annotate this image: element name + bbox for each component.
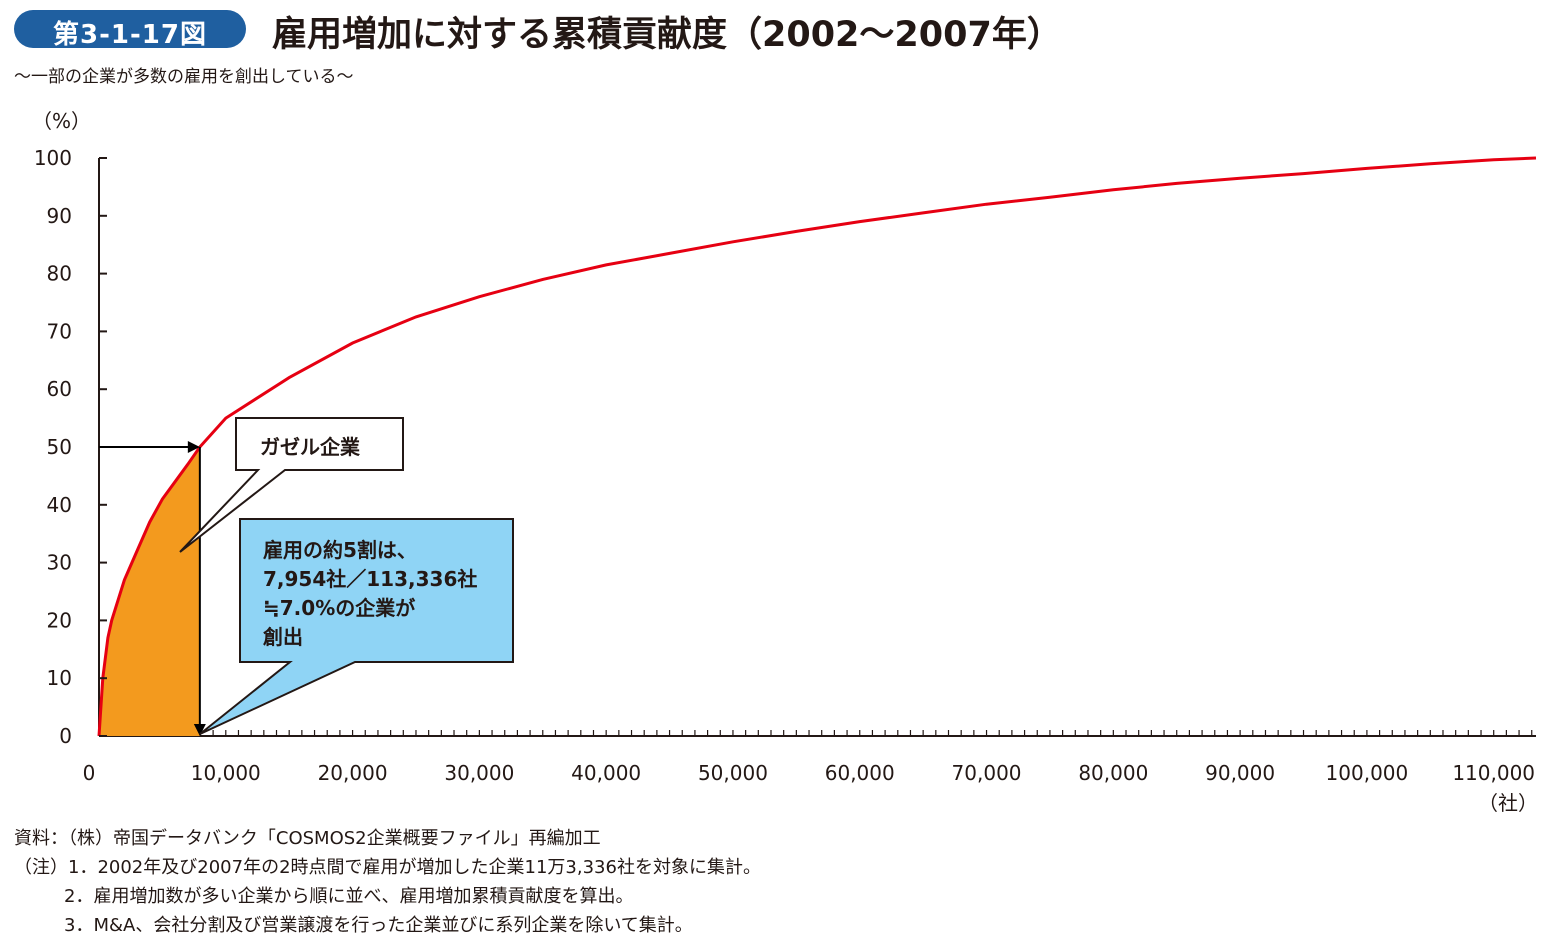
x-axis-unit: （社）	[1478, 791, 1538, 815]
note-3: 3．M&A、会社分割及び営業譲渡を行った企業並びに系列企業を除いて集計。	[64, 915, 693, 936]
employment-note-line: 7,954社／113,336社	[263, 567, 477, 591]
figure-notes: 資料：（株）帝国データバンク「COSMOS2企業概要ファイル」再編加工 （注）1…	[14, 824, 761, 940]
x-tick-label: 100,000	[1326, 761, 1409, 785]
figure-subtitle: ～一部の企業が多数の雇用を創出している～	[14, 67, 354, 87]
fifty-percent-arrow-head	[187, 441, 200, 453]
gazelle-label-callout	[179, 417, 404, 553]
gazelle-area	[99, 447, 200, 736]
employment-note-callout	[199, 518, 514, 735]
note-1: （注）1．2002年及び2007年の2時点間で雇用が増加した企業11万3,336…	[14, 857, 761, 878]
x-tick-label: 30,000	[444, 761, 514, 785]
gazelle-label: ガゼル企業	[260, 435, 361, 459]
figure-number: 第3-1-17図	[53, 20, 207, 50]
x-tick-label: 10,000	[191, 761, 261, 785]
cumulative-contribution-line	[97, 156, 1537, 737]
employment-note-line: 雇用の約5割は、	[263, 538, 417, 562]
figure-title: 雇用増加に対する累積貢献度（2002～2007年）	[272, 15, 1062, 55]
x-tick-label: 40,000	[571, 761, 641, 785]
y-tick-label: 40	[47, 493, 72, 517]
figure-badge: 第3-1-17図	[14, 10, 246, 50]
company-count-arrow-head	[193, 724, 206, 736]
x-tick-label: 110,000	[1452, 761, 1535, 785]
y-tick-label: 70	[47, 319, 72, 343]
x-tick-label: 80,000	[1078, 761, 1148, 785]
y-tick-label: 20	[47, 608, 72, 632]
x-tick-label: 90,000	[1205, 761, 1275, 785]
y-tick-label: 0	[59, 724, 72, 748]
cumulative-contribution-chart: 0 10 20 30 40 50 60 70 80 90 100 0 10,000 20,000 30,0…	[32, 109, 1538, 815]
note-2: 2．雇用増加数が多い企業から順に並べ、雇用増加累積貢献度を算出。	[64, 886, 634, 907]
x-tick-label: 0	[83, 761, 96, 785]
x-tick-label: 70,000	[952, 761, 1022, 785]
x-axis-ticks: 0 10,000 20,000 30,000 40,000 50,000 60,000 70,…	[83, 761, 1535, 785]
y-tick-label: 10	[47, 666, 72, 690]
y-tick-label: 50	[47, 435, 72, 459]
y-axis-ticks: 0 10 20 30 40 50 60 70 80 90 100	[34, 146, 107, 748]
y-tick-label: 30	[47, 551, 72, 575]
y-axis-unit: （%）	[32, 109, 91, 133]
employment-note-line: 創出	[262, 625, 303, 649]
y-tick-label: 100	[34, 146, 72, 170]
employment-note-line: ≒7.0%の企業が	[263, 596, 415, 620]
y-tick-label: 90	[47, 204, 72, 228]
x-tick-label: 60,000	[825, 761, 895, 785]
y-tick-label: 80	[47, 262, 72, 286]
y-tick-label: 60	[47, 377, 72, 401]
x-tick-label: 50,000	[698, 761, 768, 785]
source-note: 資料：（株）帝国データバンク「COSMOS2企業概要ファイル」再編加工	[14, 828, 601, 849]
x-tick-label: 20,000	[318, 761, 388, 785]
